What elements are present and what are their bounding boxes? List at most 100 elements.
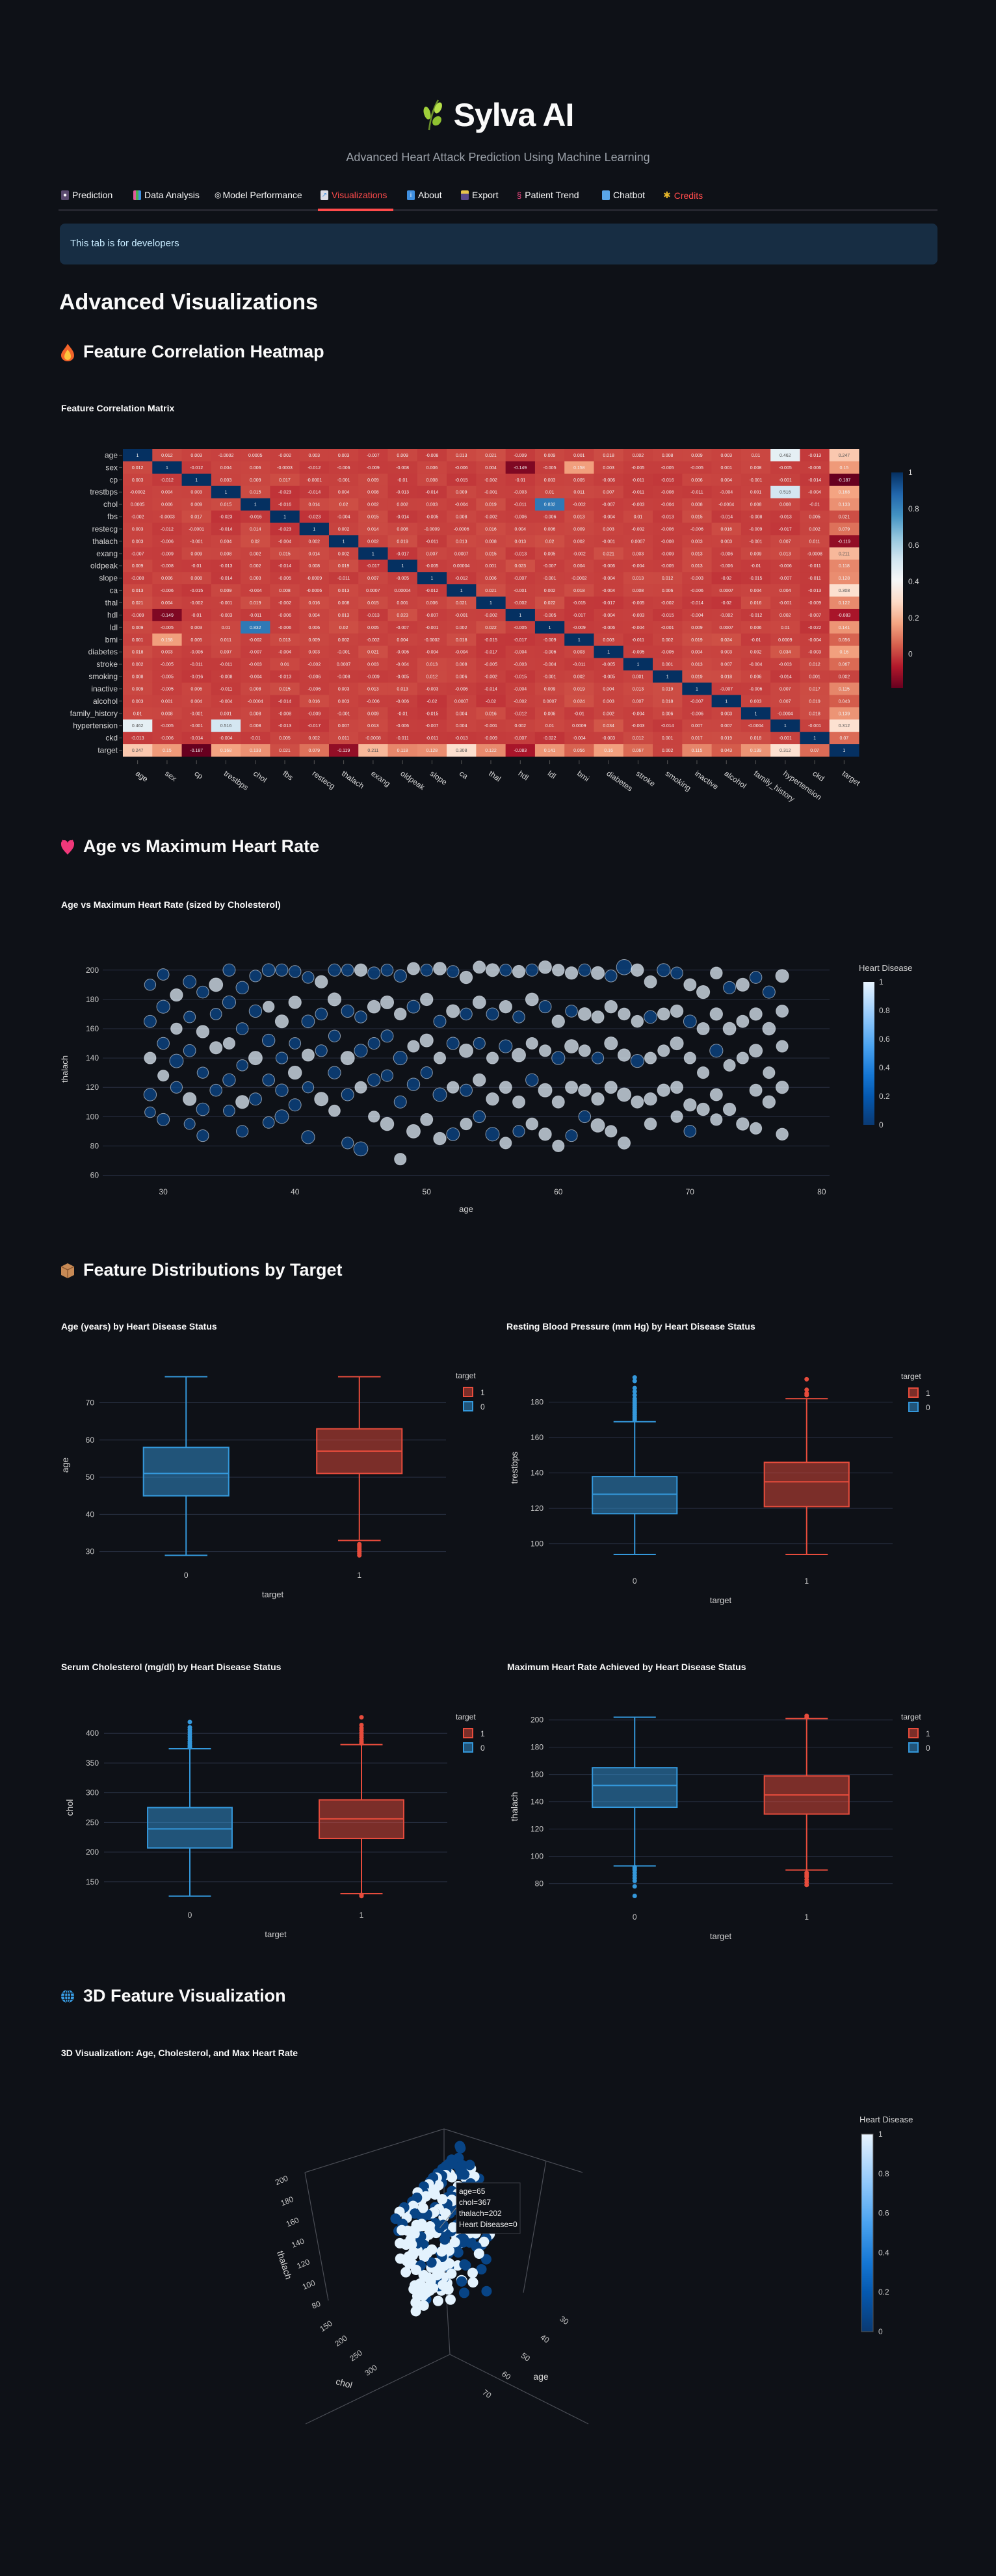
- scatter-point[interactable]: [552, 1139, 565, 1152]
- heatmap-cell[interactable]: [740, 645, 771, 659]
- heatmap-cell[interactable]: [505, 633, 536, 647]
- heatmap-cell[interactable]: [476, 510, 506, 524]
- heatmap-cell[interactable]: [417, 707, 447, 720]
- heatmap-cell[interactable]: [358, 473, 389, 487]
- heatmap-cell[interactable]: [770, 707, 800, 720]
- heatmap-cell[interactable]: [123, 498, 153, 511]
- heatmap-cell[interactable]: [740, 461, 771, 474]
- scatter-point[interactable]: [287, 1065, 302, 1080]
- heatmap-cell[interactable]: [358, 510, 389, 524]
- scatter-point[interactable]: [420, 964, 434, 977]
- heatmap-cell[interactable]: [564, 744, 594, 757]
- heatmap-cell[interactable]: [505, 498, 536, 511]
- heatmap-cell[interactable]: [447, 732, 477, 745]
- heatmap-cell[interactable]: [564, 732, 594, 745]
- heatmap-cell[interactable]: [417, 597, 447, 610]
- scatter-3d[interactable]: 8010012014016018020015020025030030405060…: [0, 2067, 996, 2425]
- heatmap-cell[interactable]: [682, 682, 713, 695]
- heatmap-cell[interactable]: [829, 473, 859, 487]
- scatter-point[interactable]: [525, 1117, 539, 1131]
- heatmap-cell[interactable]: [564, 449, 594, 462]
- heatmap-cell[interactable]: [241, 473, 270, 487]
- heatmap-cell[interactable]: [594, 498, 624, 511]
- heatmap-cell[interactable]: [682, 572, 713, 585]
- scatter3d-point[interactable]: [426, 2257, 437, 2268]
- heatmap-cell[interactable]: [505, 732, 536, 745]
- scatter-point[interactable]: [433, 1131, 447, 1146]
- heatmap-cell[interactable]: [711, 682, 742, 695]
- heatmap-cell[interactable]: [653, 560, 683, 573]
- heatmap-cell[interactable]: [417, 621, 447, 634]
- scatter-point[interactable]: [262, 1116, 275, 1129]
- heatmap-cell[interactable]: [505, 473, 536, 487]
- heatmap-cell[interactable]: [299, 608, 330, 622]
- scatter-point[interactable]: [644, 1010, 657, 1024]
- heatmap-cell[interactable]: [417, 485, 447, 499]
- scatter3d-point[interactable]: [449, 2237, 460, 2248]
- scatter3d-point[interactable]: [410, 2264, 421, 2275]
- heatmap-cell[interactable]: [653, 535, 683, 548]
- heatmap-cell[interactable]: [682, 461, 713, 474]
- heatmap-cell[interactable]: [564, 597, 594, 610]
- heatmap-cell[interactable]: [653, 658, 683, 671]
- heatmap-cell[interactable]: [241, 498, 270, 511]
- heatmap-cell[interactable]: [123, 485, 153, 499]
- heatmap-cell[interactable]: [152, 732, 183, 745]
- heatmap-cell[interactable]: [447, 744, 477, 757]
- scatter-point[interactable]: [235, 1095, 250, 1109]
- heatmap-cell[interactable]: [653, 473, 683, 487]
- heatmap-cell[interactable]: [299, 449, 330, 462]
- heatmap-cell[interactable]: [181, 510, 212, 524]
- scatter-point[interactable]: [657, 1044, 670, 1057]
- heatmap-cell[interactable]: [594, 485, 624, 499]
- heatmap-cell[interactable]: [387, 560, 418, 573]
- tab-prediction[interactable]: ● Prediction: [61, 190, 112, 200]
- tab-data-analysis[interactable]: Data Analysis: [133, 190, 200, 200]
- heatmap-cell[interactable]: [594, 572, 624, 585]
- scatter-point[interactable]: [209, 977, 224, 992]
- heatmap-cell[interactable]: [447, 547, 477, 560]
- heatmap-cell[interactable]: [447, 719, 477, 732]
- scatter-point[interactable]: [538, 1044, 552, 1057]
- heatmap-cell[interactable]: [358, 547, 389, 560]
- scatter-point[interactable]: [170, 1022, 183, 1035]
- scatter3d-point[interactable]: [410, 2306, 421, 2317]
- heatmap-cell[interactable]: [534, 584, 565, 597]
- scatter-point[interactable]: [157, 1113, 170, 1126]
- heatmap-cell[interactable]: [241, 633, 270, 647]
- heatmap-cell[interactable]: [505, 670, 536, 683]
- heatmap-cell[interactable]: [800, 707, 830, 720]
- heatmap-cell[interactable]: [740, 744, 771, 757]
- scatter-point[interactable]: [433, 1014, 447, 1028]
- scatter-point[interactable]: [748, 1044, 763, 1058]
- heatmap-cell[interactable]: [534, 498, 565, 511]
- heatmap-cell[interactable]: [505, 658, 536, 671]
- scatter3d-point[interactable]: [467, 2277, 478, 2288]
- heatmap-cell[interactable]: [770, 522, 800, 535]
- heatmap-cell[interactable]: [241, 621, 270, 634]
- heatmap-cell[interactable]: [328, 707, 359, 720]
- tab-chatbot[interactable]: Chatbot: [602, 190, 645, 200]
- heatmap-cell[interactable]: [623, 584, 653, 597]
- scatter-point[interactable]: [420, 992, 434, 1007]
- heatmap-cell[interactable]: [328, 485, 359, 499]
- heatmap-cell[interactable]: [152, 682, 183, 695]
- heatmap-cell[interactable]: [800, 633, 830, 647]
- heatmap-cell[interactable]: [829, 645, 859, 659]
- heatmap-cell[interactable]: [211, 621, 241, 634]
- scatter-point[interactable]: [749, 971, 763, 984]
- tab-model-performance[interactable]: ◎ Model Performance: [215, 190, 302, 200]
- heatmap-cell[interactable]: [181, 560, 212, 573]
- heatmap-cell[interactable]: [829, 449, 859, 462]
- scatter3d-point[interactable]: [417, 2202, 428, 2213]
- scatter3d-point[interactable]: [395, 2253, 406, 2264]
- heatmap-cell[interactable]: [211, 449, 241, 462]
- heatmap-cell[interactable]: [770, 695, 800, 708]
- heatmap-cell[interactable]: [623, 522, 653, 535]
- heatmap-cell[interactable]: [328, 449, 359, 462]
- heatmap-cell[interactable]: [829, 732, 859, 745]
- heatmap-cell[interactable]: [123, 473, 153, 487]
- scatter-point[interactable]: [301, 1014, 315, 1029]
- heatmap-cell[interactable]: [800, 719, 830, 732]
- scatter-point[interactable]: [644, 975, 657, 988]
